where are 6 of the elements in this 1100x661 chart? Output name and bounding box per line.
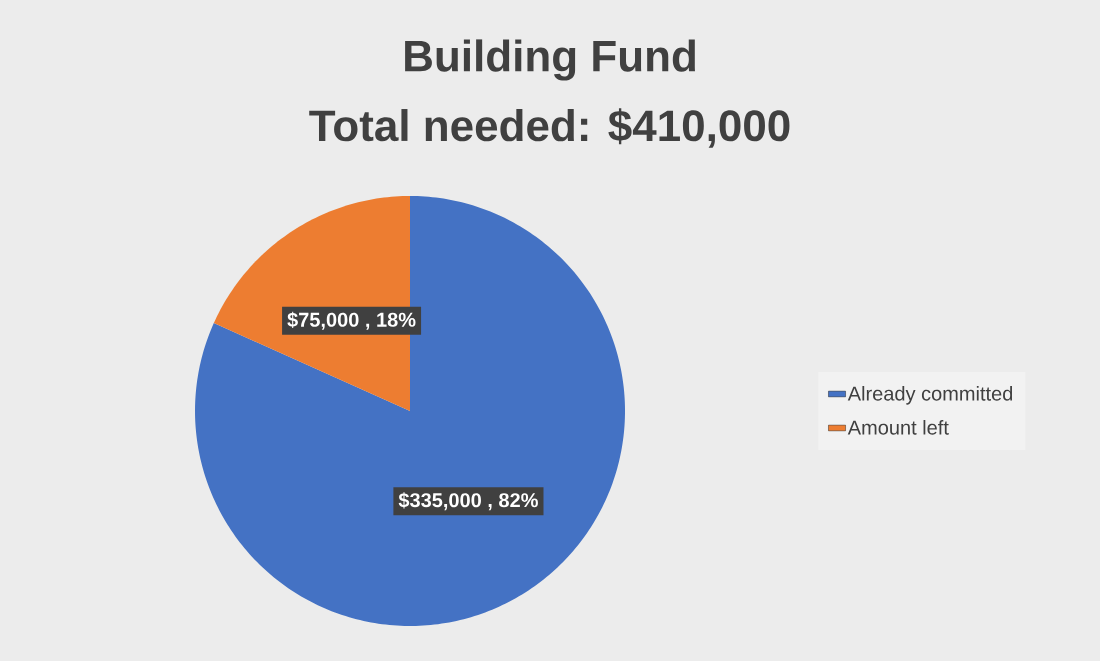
chart-subtitle: Total needed: $410,000 [309, 108, 790, 148]
legend-label: Amount left [847, 419, 949, 435]
data-label: $75,000 , 18% [287, 311, 416, 330]
legend-label: Already committed [847, 386, 1013, 405]
chart-title: Building Fund [405, 39, 695, 81]
data-label: $335,000 , 82% [398, 492, 538, 511]
